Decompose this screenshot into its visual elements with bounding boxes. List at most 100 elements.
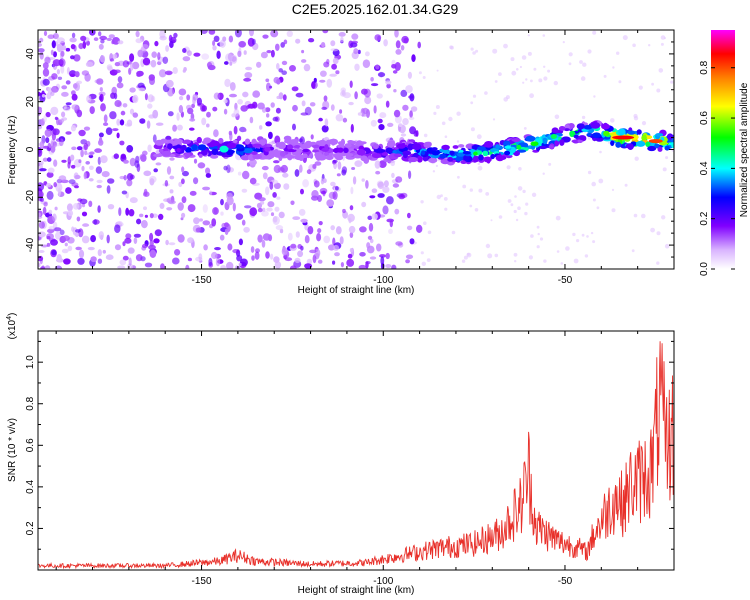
noise-blob (38, 146, 42, 155)
noise-blob (71, 93, 78, 101)
noise-blob (71, 164, 76, 169)
noise-blob (98, 31, 102, 37)
noise-blob (201, 117, 207, 126)
ridge-blob (226, 142, 237, 149)
noise-dot (616, 51, 620, 55)
noise-blob (400, 89, 408, 97)
noise-blob (136, 218, 142, 225)
noise-dot (529, 93, 534, 99)
noise-blob (84, 150, 88, 156)
noise-blob (62, 235, 70, 242)
noise-blob (189, 127, 195, 131)
noise-blob (128, 257, 132, 266)
noise-blob (291, 86, 299, 92)
colorbar: 0.0 0.2 0.4 0.6 0.8 Normalized spectral ampl… (699, 30, 750, 276)
noise-blob (371, 83, 379, 87)
noise-blob (318, 117, 323, 122)
noise-blob (45, 111, 51, 118)
noise-blob (326, 199, 335, 207)
noise-blob (97, 249, 102, 257)
noise-blob (318, 221, 323, 226)
noise-blob (178, 105, 184, 114)
noise-blob (169, 189, 174, 194)
noise-blob (262, 34, 269, 39)
noise-blob (276, 63, 280, 70)
noise-dot (554, 114, 560, 120)
noise-blob (319, 187, 328, 194)
ridge-blob (294, 154, 303, 161)
noise-blob (158, 213, 164, 220)
noise-blob (119, 259, 127, 266)
noise-dot (432, 170, 436, 173)
noise-blob (51, 40, 56, 49)
noise-dot (661, 215, 666, 220)
noise-blob (149, 213, 154, 219)
noise-blob (187, 204, 196, 213)
y-tick-label: 0.8 (25, 396, 36, 410)
noise-blob (322, 30, 329, 34)
noise-blob (141, 44, 149, 49)
ridge-blob (381, 152, 388, 156)
noise-blob (417, 41, 422, 49)
ridge-blob (312, 149, 320, 153)
noise-blob (203, 244, 208, 251)
noise-blob (330, 181, 336, 187)
noise-blob (80, 35, 87, 42)
noise-blob (321, 125, 329, 133)
noise-blob (130, 62, 134, 71)
noise-dot (494, 253, 499, 258)
ridge-blob (198, 153, 203, 158)
noise-blob (338, 32, 346, 37)
noise-blob (224, 61, 229, 65)
noise-blob (169, 40, 174, 49)
noise-blob (340, 262, 344, 268)
noise-blob (350, 123, 354, 133)
noise-blob (125, 233, 132, 240)
noise-blob (133, 233, 141, 238)
noise-blob (80, 139, 88, 145)
noise-blob (298, 138, 303, 143)
snr-scale-base: (x10 (7, 319, 18, 339)
ridge-blob (264, 146, 271, 152)
noise-dot (565, 246, 570, 251)
noise-dot (555, 215, 561, 221)
ridge-blob (408, 156, 419, 163)
noise-blob (304, 235, 310, 244)
noise-blob (351, 33, 359, 40)
noise-blob (301, 100, 306, 107)
noise-blob (265, 78, 270, 83)
noise-blob (349, 80, 353, 88)
ridge-blob (615, 141, 622, 148)
noise-dot (470, 101, 474, 105)
noise-dot (556, 250, 560, 253)
noise-blob (165, 79, 174, 88)
noise-blob (78, 129, 86, 137)
ridge-blob (477, 146, 486, 151)
noise-blob (59, 229, 65, 236)
noise-blob (72, 83, 78, 89)
noise-blob (332, 191, 338, 200)
noise-blob (83, 126, 91, 131)
noise-dot (580, 76, 586, 81)
noise-blob (61, 91, 69, 97)
noise-dot (581, 115, 586, 120)
noise-blob (377, 193, 385, 198)
noise-blob (268, 131, 273, 140)
noise-blob (239, 258, 248, 267)
ridge-blob (198, 144, 207, 151)
noise-blob (127, 247, 135, 254)
colorbar-tick-label: 0.0 (699, 262, 710, 276)
noise-blob (314, 248, 321, 258)
noise-blob (43, 115, 47, 123)
noise-blob (347, 253, 353, 259)
noise-blob (119, 140, 125, 146)
noise-blob (110, 58, 115, 62)
noise-blob (348, 101, 354, 106)
noise-blob (334, 252, 340, 257)
noise-blob (116, 82, 124, 89)
ridge-blob (548, 145, 554, 149)
noise-blob (202, 186, 211, 191)
noise-blob (202, 220, 211, 226)
noise-blob (313, 77, 317, 83)
noise-blob (306, 258, 313, 265)
